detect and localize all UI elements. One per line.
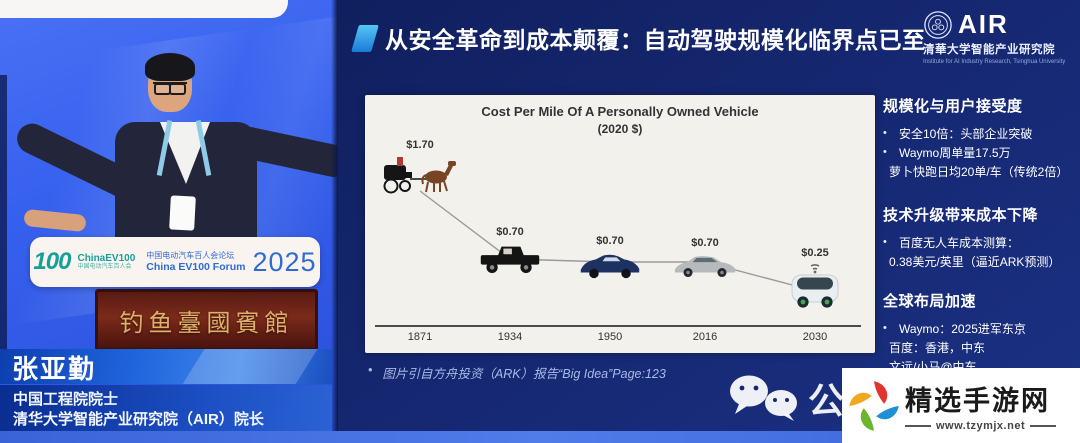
speaker-title-2: 清华大学智能产业研究院（AIR）院长 <box>13 411 264 429</box>
bullet-item-continuation: 百度：香港，中东 <box>889 341 986 356</box>
pinwheel-logo-icon <box>849 380 899 431</box>
slide-title: 从安全革命到成本颠覆：自动驾驶规模化临界点已至 <box>385 27 926 53</box>
forum-year: 2025 <box>252 246 317 277</box>
point-value-label: $1.70 <box>406 139 434 151</box>
bullet-dot: • <box>883 127 887 139</box>
point-value-label: $0.70 <box>596 235 624 247</box>
point-value-label: $0.70 <box>691 237 719 249</box>
section-global-expansion: 全球布局加速 • Waymo：2025进军东京 百度：香港，中东 文远/小马@中… <box>883 290 1080 378</box>
speaker-lower-third: 张亚勤 中国工程院院士 清华大学智能产业研究院（AIR）院长 <box>0 349 332 432</box>
section-heading: 全球布局加速 <box>883 292 977 310</box>
air-org-en: Institute for AI Industry Research, Tsin… <box>923 59 1066 65</box>
x-axis-line <box>375 325 861 327</box>
chart-subtitle: (2020 $) <box>597 122 643 136</box>
x-tick-1934: 1934 <box>497 331 523 343</box>
ev100-logo: 100 <box>33 248 71 275</box>
bullet-dot: • <box>368 363 373 377</box>
speaker-figure <box>0 50 338 260</box>
dash-rule <box>905 425 931 427</box>
bottom-light-band <box>0 431 1080 443</box>
conference-photo-region: 100 ChinaEV100 中国电动汽车百人会 中国电动汽车百人会论坛 Chi… <box>0 0 338 443</box>
glasses-icon <box>153 82 187 95</box>
chart-point-2030: $0.25 <box>786 247 844 316</box>
plaque-calligraphy: 钓鱼臺國賓館 <box>119 308 294 337</box>
vintage-car-icon <box>480 246 540 274</box>
bullet-item: • 百度无人车成本测算： <box>883 234 1080 253</box>
section-heading: 规模化与用户接受度 <box>883 98 1023 115</box>
parallelogram-bullet-icon <box>351 24 379 52</box>
air-wordmark: AIR <box>958 9 1009 39</box>
tsinghua-air-logo: AIR 清華大学智能产业研究院 Institute for AI Industr… <box>923 9 1075 65</box>
site-watermark: 精选手游网 www.tzymjx.net <box>842 368 1080 443</box>
bullet-dot: • <box>883 321 887 334</box>
forum-name-cn: 中国电动汽车百人会论坛 <box>146 251 235 261</box>
bullet-dot: • <box>883 235 887 248</box>
ev100-podium-sign: 100 ChinaEV100 中国电动汽车百人会 中国电动汽车百人会论坛 Chi… <box>30 237 320 287</box>
stage-edge-strip <box>0 75 7 350</box>
wechat-icon <box>730 375 797 421</box>
chart-point-1871: $1.70 <box>382 139 458 200</box>
diaoyutai-plaque: 钓鱼臺國賓館 <box>95 289 318 351</box>
chart-point-2016: $0.70 <box>672 237 738 283</box>
bullet-item-continuation: 0.38美元/英里（逼近ARK预测） <box>889 254 1061 269</box>
speaker-name: 张亚勤 <box>12 353 97 384</box>
ceiling-white-bar <box>0 0 288 18</box>
bullet-item-continuation: 萝卜快跑日均20单/车（传统2倍） <box>889 165 1069 180</box>
bullet-item: • Waymo周单量17.5万 <box>883 144 1080 163</box>
speaker-hand <box>23 208 87 233</box>
x-tick-1950: 1950 <box>597 331 623 343</box>
x-tick-2030: 2030 <box>802 331 828 343</box>
source-citation: • 图片引自方舟投资（ARK）报告“Big Idea”Page:123 <box>368 363 666 381</box>
speaker-badge <box>169 195 196 231</box>
x-tick-2016: 2016 <box>692 331 718 343</box>
point-value-label: $0.25 <box>801 247 829 259</box>
chart-title: Cost Per Mile Of A Personally Owned Vehi… <box>481 104 759 119</box>
ev100-wordmark: ChinaEV100 <box>77 253 136 265</box>
section-cost-drop: 技术升级带来成本下降 • 百度无人车成本测算： 0.38美元/英里（逼近ARK预… <box>883 204 1080 272</box>
chart-point-1950: $0.70 <box>577 235 643 285</box>
ev100-wordmark-sub: 中国电动汽车百人会 <box>77 264 132 271</box>
speaker-titles-banner: 中国工程院院士 清华大学智能产业研究院（AIR）院长 <box>0 385 332 432</box>
dash-rule <box>1030 425 1057 427</box>
section-scale-acceptance: 规模化与用户接受度 • 安全10倍：头部企业突破 • Waymo周单量17.5万… <box>883 95 1080 183</box>
air-org-cn: 清華大学智能产业研究院 <box>923 44 1055 56</box>
cost-per-mile-chart: Cost Per Mile Of A Personally Owned Vehi… <box>365 95 875 353</box>
speaker-hair <box>145 53 195 81</box>
section-heading: 技术升级带来成本下降 <box>883 206 1039 224</box>
x-tick-1871: 1871 <box>407 331 433 343</box>
autonomous-shuttle-icon <box>791 264 839 308</box>
chart-point-1934: $0.70 <box>477 226 543 281</box>
forum-name-en: China EV100 Forum <box>146 260 246 273</box>
horse-carriage-icon <box>383 157 456 194</box>
speaker-title-1: 中国工程院院士 <box>13 391 119 408</box>
watermark-site-url: www.tzymjx.net <box>936 420 1026 432</box>
watermark-site-name: 精选手游网 <box>905 386 1050 416</box>
bullet-item: • 安全10倍：头部企业突破 <box>883 125 1080 144</box>
speaker-name-banner: 张亚勤 <box>0 349 332 384</box>
bullet-item: • Waymo：2025进军东京 <box>883 320 1080 339</box>
bullet-dot: • <box>883 146 887 159</box>
tsinghua-emblem-icon <box>924 10 952 39</box>
modern-sedan-icon <box>674 256 736 278</box>
slide-bullet-panel: 规模化与用户接受度 • 安全10倍：头部企业突破 • Waymo周单量17.5万… <box>883 95 1080 378</box>
point-value-label: $0.70 <box>496 226 524 238</box>
classic-car-icon <box>580 254 640 279</box>
slide-title-row: 从安全革命到成本颠覆：自动驾驶规模化临界点已至 <box>351 21 926 55</box>
speaker-head <box>145 53 195 112</box>
